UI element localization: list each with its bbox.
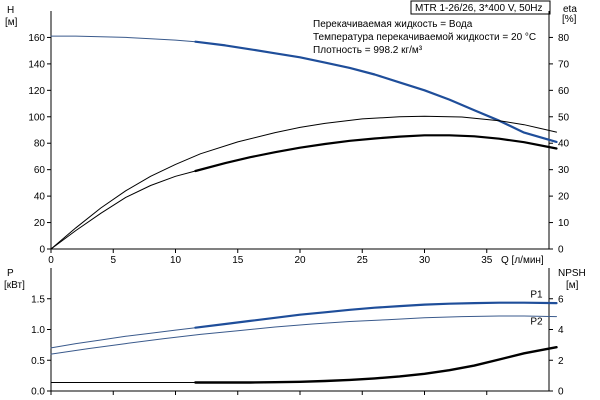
x-tick-label: 35 bbox=[481, 255, 493, 266]
top-x-axis-label: Q [л/мин] bbox=[501, 255, 544, 266]
y-tick-label: 0.0 bbox=[31, 387, 45, 398]
x-tick-label: 10 bbox=[170, 255, 182, 266]
y-tick-label: 80 bbox=[34, 139, 46, 150]
series-npsh-op-line bbox=[194, 346, 558, 384]
x-tick-label: 15 bbox=[232, 255, 244, 266]
series-head-full-line bbox=[50, 35, 196, 43]
y2-tick-label: 2 bbox=[558, 356, 564, 367]
temperature-line: Температура перекачиваемой жидкости = 20… bbox=[313, 32, 536, 43]
y2-tick-label: 70 bbox=[558, 59, 570, 70]
x-tick-label: 0 bbox=[48, 255, 54, 266]
y-tick-label: 0.5 bbox=[31, 356, 45, 367]
top-y-axis-label: H bbox=[7, 5, 14, 16]
model-label-box bbox=[410, 0, 551, 15]
x-tick-label: 25 bbox=[357, 255, 369, 266]
top-y2-axis-label: eta bbox=[563, 4, 577, 15]
series-eta-op-line bbox=[194, 134, 558, 173]
y2-tick-label: 60 bbox=[558, 86, 570, 97]
bottom-y2-axis-unit: [м] bbox=[566, 280, 579, 291]
y2-tick-label: 10 bbox=[558, 218, 570, 229]
y-tick-label: 20 bbox=[34, 218, 46, 229]
bottom-y2-axis-label: NPSH bbox=[558, 268, 586, 279]
y-tick-label: 0 bbox=[39, 245, 45, 256]
y-tick-label: 1.0 bbox=[31, 325, 45, 336]
x-tick-label: 5 bbox=[110, 255, 116, 266]
power-npsh-panel: P [кВт] NPSH [м] 0.0 0.5 1.0 1.5 0 2 4 6 P1 P2 bbox=[4, 268, 586, 398]
y-tick-label: 1.5 bbox=[31, 294, 45, 305]
x-tick-label: 30 bbox=[419, 255, 431, 266]
y2-tick-label: 40 bbox=[558, 139, 570, 150]
y2-tick-label: 20 bbox=[558, 192, 570, 203]
series-eta-thin-line bbox=[50, 115, 557, 250]
top-y2-axis-unit: [%] bbox=[562, 14, 577, 25]
y-tick-label: 40 bbox=[34, 192, 46, 203]
bottom-y-axis-label: P bbox=[7, 268, 14, 279]
density-line: Плотность = 998.2 кг/м³ bbox=[313, 45, 423, 56]
y2-tick-label: 6 bbox=[558, 294, 564, 305]
y2-tick-label: 80 bbox=[558, 33, 570, 44]
y-tick-label: 140 bbox=[28, 59, 45, 70]
y2-tick-label: 30 bbox=[558, 165, 570, 176]
y2-tick-label: 50 bbox=[558, 112, 570, 123]
bottom-y-axis-unit: [кВт] bbox=[4, 280, 25, 291]
head-efficiency-panel: H [м] eta [%] Q [л/мин] 0204060801001201… bbox=[5, 4, 577, 266]
series-p2-full-line bbox=[50, 315, 557, 355]
y2-tick-label: 0 bbox=[558, 245, 564, 256]
series-head-op-line bbox=[194, 40, 558, 143]
info-box: MTR 1-26/26, 3*400 V, 50Hz Перекачиваема… bbox=[313, 0, 551, 56]
fluid-line: Перекачиваемая жидкость = Вода bbox=[313, 19, 473, 30]
series-eta-full-line bbox=[50, 170, 196, 250]
y-tick-label: 100 bbox=[28, 112, 45, 123]
y2-tick-label: 0 bbox=[558, 387, 564, 398]
y-tick-label: 160 bbox=[28, 33, 45, 44]
series-p1-full-line bbox=[50, 327, 196, 349]
series-label-p2: P2 bbox=[530, 317, 543, 328]
model-label: MTR 1-26/26, 3*400 V, 50Hz bbox=[415, 3, 542, 14]
x-tick-label: 20 bbox=[294, 255, 306, 266]
y-tick-label: 120 bbox=[28, 86, 45, 97]
series-label-p1: P1 bbox=[530, 290, 543, 301]
series-p1-op-line bbox=[194, 301, 558, 329]
y-tick-label: 60 bbox=[34, 165, 46, 176]
y2-tick-label: 4 bbox=[558, 325, 564, 336]
top-y-axis-unit: [м] bbox=[5, 17, 18, 28]
